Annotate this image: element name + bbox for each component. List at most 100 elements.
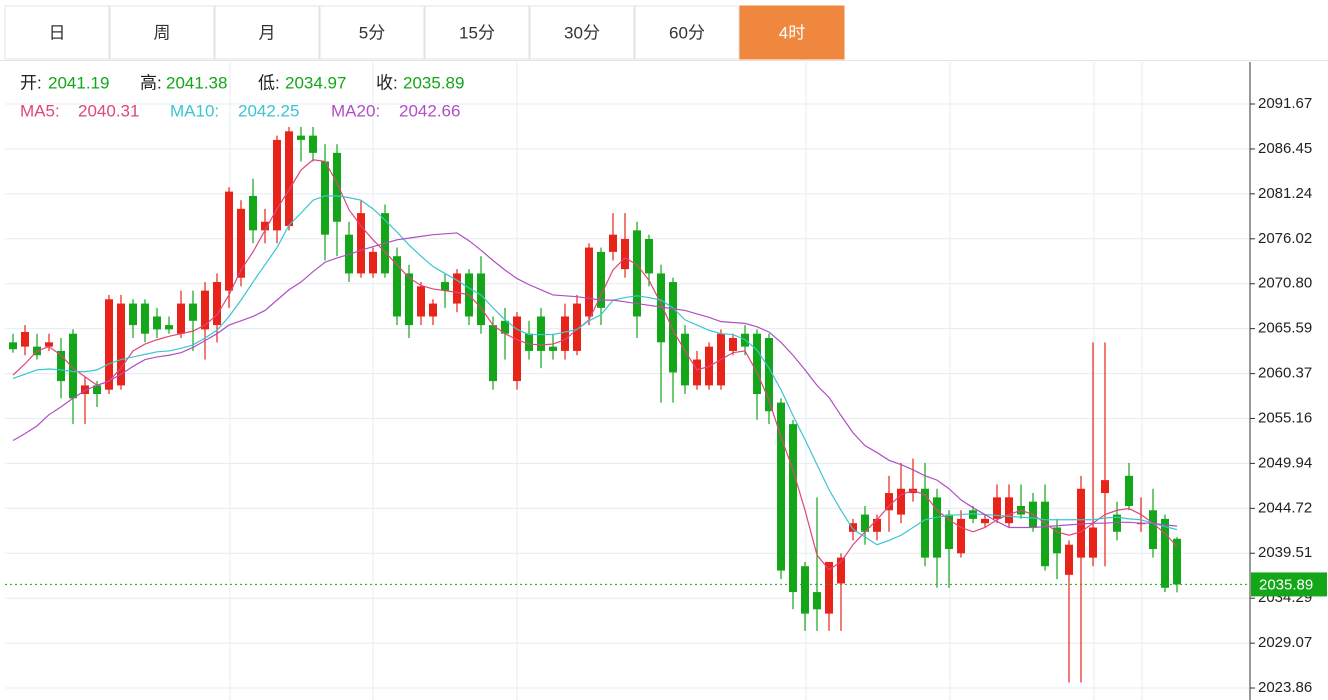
- candle-body: [1065, 544, 1073, 575]
- candle-body: [681, 333, 689, 386]
- candle-body: [825, 561, 833, 614]
- candle-body: [189, 303, 197, 321]
- candle-body: [501, 320, 509, 334]
- candle-body: [93, 385, 101, 394]
- candle-body: [1113, 514, 1121, 532]
- candle-body: [1101, 480, 1109, 494]
- info-label: 高:: [140, 73, 162, 92]
- candle-body: [141, 303, 149, 334]
- candle-body: [609, 234, 617, 252]
- candle-body: [21, 331, 29, 347]
- candle-body: [393, 256, 401, 317]
- y-tick-label: 2065.59: [1258, 320, 1312, 337]
- tab-label[interactable]: 4时: [779, 23, 805, 42]
- last-price-label: 2035.89: [1259, 576, 1313, 593]
- candle-body: [645, 238, 653, 274]
- candle-body: [1149, 510, 1157, 550]
- candle-body: [297, 135, 305, 140]
- candle-body: [213, 282, 221, 326]
- tab-label[interactable]: 5分: [359, 23, 385, 42]
- candle-body: [417, 286, 425, 317]
- legend-label: MA20:: [331, 101, 380, 120]
- tab[interactable]: [634, 5, 740, 60]
- candle-body: [129, 303, 137, 326]
- candle-body: [1173, 538, 1181, 585]
- info-value: 2035.89: [403, 73, 464, 92]
- info-label: 低:: [258, 73, 280, 92]
- legend-value: 2040.31: [78, 101, 139, 120]
- tab[interactable]: [214, 5, 320, 60]
- y-tick-label: 2081.24: [1258, 185, 1312, 202]
- candle-body: [453, 273, 461, 304]
- y-tick-label: 2086.45: [1258, 140, 1312, 157]
- ma-line: [12, 232, 1178, 529]
- tab[interactable]: [529, 5, 635, 60]
- candle-body: [549, 346, 557, 351]
- y-tick-label: 2023.86: [1258, 679, 1312, 696]
- candle-body: [657, 273, 665, 343]
- tab-label[interactable]: 30分: [564, 23, 600, 42]
- tab[interactable]: [4, 5, 110, 60]
- candle-body: [765, 338, 773, 412]
- candle-body: [1041, 501, 1049, 567]
- candle-body: [273, 139, 281, 231]
- candle-body: [873, 518, 881, 532]
- active-tab[interactable]: [739, 5, 845, 60]
- candle-body: [837, 557, 845, 584]
- info-value: 2041.38: [166, 73, 227, 92]
- y-tick-label: 2029.07: [1258, 634, 1312, 651]
- candle-body: [429, 303, 437, 317]
- legend-value: 2042.25: [238, 101, 299, 120]
- candle-body: [441, 282, 449, 291]
- candle-body: [309, 135, 317, 153]
- tab[interactable]: [424, 5, 530, 60]
- info-value: 2034.97: [285, 73, 346, 92]
- candle-body: [225, 191, 233, 291]
- candle-body: [69, 333, 77, 399]
- candle-body: [405, 273, 413, 326]
- candle-body: [813, 592, 821, 610]
- y-tick-label: 2091.67: [1258, 95, 1312, 112]
- candle-body: [153, 316, 161, 330]
- candle-body: [585, 247, 593, 317]
- info-label: 收:: [376, 73, 398, 92]
- tab-label[interactable]: 周: [154, 23, 171, 42]
- candle-body: [489, 325, 497, 382]
- y-tick-label: 2049.94: [1258, 454, 1312, 471]
- tab-bar: 日 周 月 5分 15分 30分 60分 4时: [0, 5, 1328, 61]
- plot-area: 2091.67 2086.45 2081.24 2076.02 2070.80 2065.…: [5, 62, 1327, 700]
- ma-line: [12, 195, 1178, 546]
- legend-value: 2042.66: [399, 101, 460, 120]
- tab-label[interactable]: 月: [259, 23, 276, 42]
- candle-body: [9, 342, 17, 350]
- candle-body: [729, 338, 737, 351]
- candle-body: [969, 510, 977, 519]
- candle-body: [105, 299, 113, 390]
- last-price-box: [1251, 572, 1327, 597]
- candle-body: [285, 131, 293, 227]
- candle-body: [885, 493, 893, 511]
- candle-body: [177, 303, 185, 334]
- candle-body: [333, 152, 341, 222]
- y-tick-label: 2055.16: [1258, 409, 1312, 426]
- candle-body: [753, 333, 761, 394]
- candle-body: [789, 424, 797, 593]
- candle-body: [933, 497, 941, 558]
- tab[interactable]: [319, 5, 425, 60]
- candle-body: [261, 221, 269, 231]
- tab-label[interactable]: 15分: [459, 23, 495, 42]
- candle-body: [513, 316, 521, 382]
- candle-body: [849, 523, 857, 532]
- candle-body: [537, 316, 545, 351]
- tab[interactable]: [109, 5, 215, 60]
- candle-body: [1077, 488, 1085, 558]
- candle-body: [777, 402, 785, 571]
- legend-label: MA10:: [170, 101, 219, 120]
- candle-body: [633, 230, 641, 317]
- candle-body: [165, 325, 173, 330]
- candle-body: [57, 350, 65, 382]
- candle-body: [861, 514, 869, 532]
- tab-label[interactable]: 日: [49, 23, 66, 42]
- tab-label[interactable]: 60分: [669, 23, 705, 42]
